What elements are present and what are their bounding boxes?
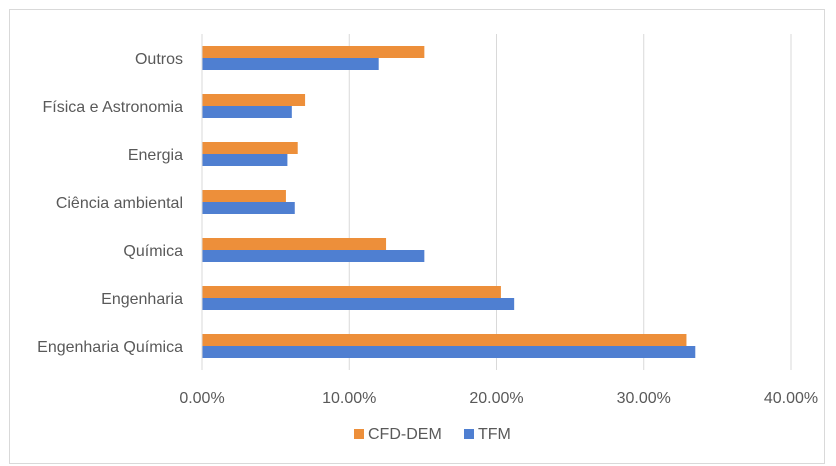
bar-cfd-dem bbox=[202, 190, 286, 202]
legend-label: TFM bbox=[478, 426, 511, 443]
bar-cfd-dem bbox=[202, 238, 387, 250]
legend-swatch bbox=[464, 429, 474, 439]
bar-tfm bbox=[202, 154, 288, 166]
x-tick-label: 10.00% bbox=[322, 390, 376, 407]
category-label: Química bbox=[123, 243, 183, 260]
x-tick-label: 0.00% bbox=[179, 390, 224, 407]
category-labels: Engenharia Química Engenharia Química Ciênc… bbox=[37, 51, 183, 356]
category-label: Energia bbox=[128, 147, 183, 164]
bar-tfm bbox=[202, 58, 379, 70]
category-label: Engenharia Química bbox=[37, 339, 183, 356]
category-label: Engenharia bbox=[101, 291, 183, 308]
legend-label: CFD-DEM bbox=[368, 426, 442, 443]
category-label: Ciência ambiental bbox=[56, 195, 183, 212]
bar-tfm bbox=[202, 298, 515, 310]
bar-cfd-dem bbox=[202, 142, 298, 154]
legend: CFD-DEM TFM bbox=[354, 426, 511, 443]
bar-tfm bbox=[202, 346, 696, 358]
bars bbox=[202, 46, 696, 358]
bar-cfd-dem bbox=[202, 46, 425, 58]
tick-labels: 0.00% 10.00% 20.00% 30.00% 40.00% bbox=[179, 390, 818, 407]
category-label: Física e Astronomia bbox=[43, 99, 184, 116]
bar-cfd-dem bbox=[202, 94, 306, 106]
gridlines bbox=[348, 34, 792, 370]
x-tick-label: 40.00% bbox=[764, 390, 818, 407]
bar-cfd-dem bbox=[202, 334, 687, 346]
bar-cfd-dem bbox=[202, 286, 501, 298]
x-tick-label: 30.00% bbox=[617, 390, 671, 407]
bar-tfm bbox=[202, 106, 292, 118]
x-tick-label: 20.00% bbox=[469, 390, 523, 407]
category-label: Outros bbox=[135, 51, 183, 68]
legend-swatch bbox=[354, 429, 364, 439]
bar-tfm bbox=[202, 250, 425, 262]
chart-frame bbox=[9, 9, 825, 464]
bar-tfm bbox=[202, 202, 295, 214]
